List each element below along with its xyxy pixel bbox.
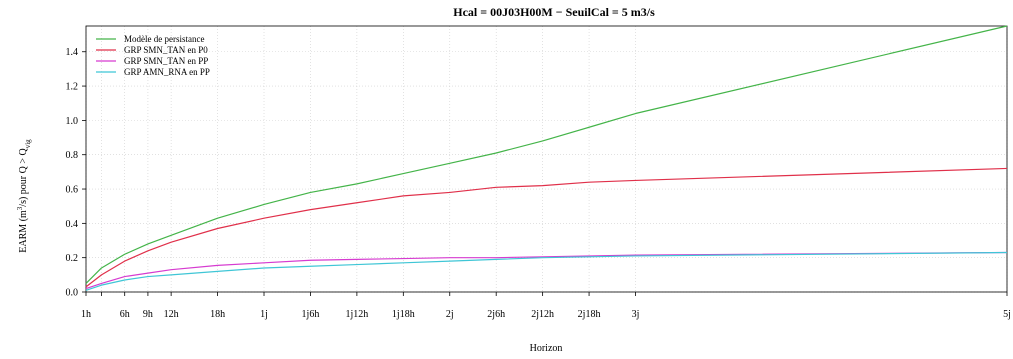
x-tick-label: 6h	[120, 309, 130, 320]
x-tick-label: 1j6h	[302, 309, 320, 320]
y-axis-title-part2: /s) pour Q > Q	[18, 147, 29, 206]
x-tick-label: 5j	[1003, 309, 1011, 320]
y-axis-title: EARM (m3/s) pour Q > Qvig	[16, 139, 32, 253]
x-tick-label: 18h	[210, 309, 225, 320]
series-line-1	[85, 25, 1008, 284]
plot-frame	[85, 25, 1008, 293]
series-line-4	[85, 251, 1008, 291]
series-lines	[85, 25, 1008, 291]
x-tick-label: 1j	[260, 309, 268, 320]
y-tick-label: 1.0	[66, 116, 79, 127]
x-tick-label: 2j6h	[487, 309, 505, 320]
series-line-2	[85, 167, 1008, 288]
y-tick-label: 0.6	[66, 185, 79, 196]
x-tick-label: 2j18h	[578, 309, 601, 320]
legend-label-3: GRP SMN_TAN en PP	[124, 56, 208, 66]
x-tick-label: 2j12h	[531, 309, 554, 320]
y-axis-title-subscript: vig	[24, 139, 32, 148]
y-tick-label: 0.2	[66, 253, 79, 264]
x-tick-label: 1h	[81, 309, 91, 320]
y-tick-label: 1.4	[66, 47, 79, 58]
y-tick-label: 0.0	[66, 288, 79, 299]
series-line-3	[85, 251, 1008, 290]
legend-label-4: GRP AMN_RNA en PP	[124, 67, 210, 77]
x-tick-label: 1j12h	[345, 309, 368, 320]
x-tick-label: 9h	[143, 309, 153, 320]
x-tick-label: 1j18h	[392, 309, 415, 320]
grid	[85, 26, 1008, 293]
x-axis-title: Horizon	[530, 343, 563, 354]
x-axis: 1h 6h 9h 12h 18h 1j 1j6h 1j12h 1j18h 2j 2j6h 2j12h 2…	[81, 292, 1011, 320]
x-tick-label: 3j	[632, 309, 640, 320]
chart-title: Hcal = 00J03H00M − SeuilCal = 5 m3/s	[453, 5, 655, 19]
x-tick-label: 12h	[164, 309, 179, 320]
y-tick-label: 1.2	[66, 82, 79, 93]
y-axis: 0.0 0.2 0.4 0.6 0.8 1.0 1.2 1.4	[66, 47, 86, 299]
x-tick-label: 2j	[446, 309, 454, 320]
y-axis-title-superscript: 3	[16, 206, 24, 210]
y-tick-label: 0.8	[66, 150, 79, 161]
legend-label-2: GRP SMN_TAN en P0	[124, 45, 208, 55]
y-axis-title-part1: EARM (m	[18, 210, 29, 253]
legend-label-1: Modèle de persistance	[124, 34, 204, 44]
y-tick-label: 0.4	[66, 219, 79, 230]
